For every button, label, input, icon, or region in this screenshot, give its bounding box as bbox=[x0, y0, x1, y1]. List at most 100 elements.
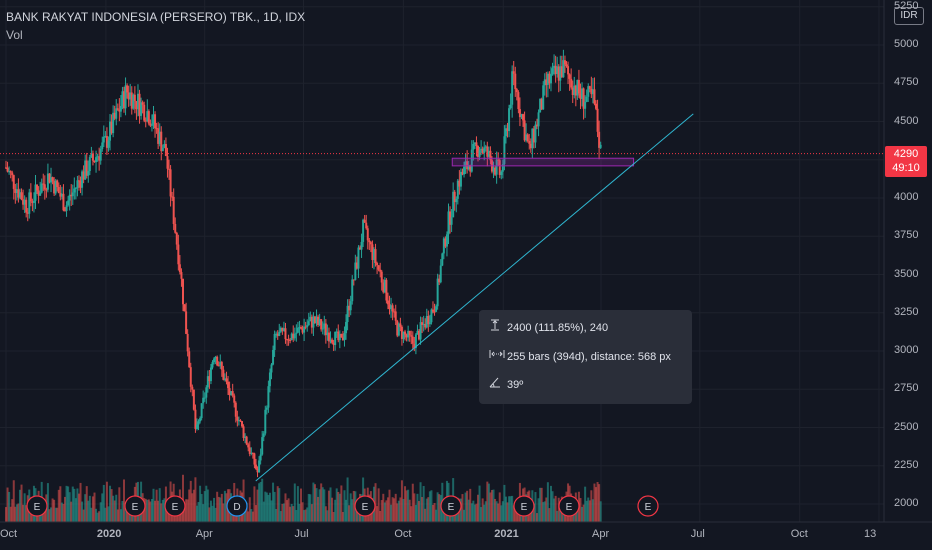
volume-bar bbox=[272, 482, 275, 522]
candle-body bbox=[456, 180, 459, 199]
candle-body bbox=[435, 306, 438, 312]
angle-text: 39º bbox=[507, 379, 524, 391]
event-marker[interactable]: E bbox=[26, 495, 48, 517]
event-marker[interactable]: E bbox=[124, 495, 146, 517]
candle-body bbox=[180, 272, 183, 279]
candle-body bbox=[444, 238, 447, 247]
volume-bar bbox=[206, 489, 209, 522]
candle-body bbox=[268, 372, 271, 387]
volume-bar bbox=[154, 500, 157, 522]
candle-body bbox=[205, 387, 208, 398]
candle-body bbox=[383, 279, 386, 293]
price-tick-label: 5250 bbox=[894, 0, 919, 12]
volume-bar bbox=[17, 503, 20, 522]
event-marker[interactable]: D bbox=[226, 495, 248, 517]
candle-body bbox=[119, 106, 122, 112]
volume-bar bbox=[323, 489, 326, 522]
event-marker[interactable]: E bbox=[164, 495, 186, 517]
volume-bar bbox=[292, 506, 295, 522]
candle-body bbox=[442, 238, 445, 254]
event-marker[interactable]: E bbox=[354, 495, 376, 517]
volume-bar bbox=[537, 498, 540, 522]
volume-bar bbox=[461, 494, 464, 522]
candle-body bbox=[22, 199, 25, 205]
candle-body bbox=[463, 166, 466, 175]
volume-bar bbox=[91, 496, 94, 522]
event-marker[interactable]: E bbox=[440, 495, 462, 517]
candle-body bbox=[68, 194, 71, 201]
candle-body bbox=[473, 142, 476, 144]
volume-bar bbox=[251, 511, 254, 522]
candle-body bbox=[377, 265, 380, 270]
candle-body bbox=[84, 160, 87, 180]
candle-body bbox=[194, 409, 197, 429]
volume-bar bbox=[433, 502, 436, 522]
candle-body bbox=[402, 331, 405, 339]
volume-bar bbox=[397, 500, 400, 522]
event-marker[interactable]: E bbox=[637, 495, 659, 517]
volume-bar bbox=[484, 501, 487, 522]
candle-body bbox=[309, 316, 312, 322]
volume-bar bbox=[79, 482, 82, 522]
volume-bar bbox=[265, 492, 268, 522]
candle-body bbox=[199, 418, 202, 422]
volume-bar bbox=[104, 507, 107, 522]
candle-body bbox=[208, 376, 211, 382]
volume-bar bbox=[87, 500, 90, 522]
candle-body bbox=[501, 164, 504, 172]
candle-body bbox=[467, 165, 470, 170]
candle-body bbox=[543, 79, 546, 86]
price-tick-label: 5000 bbox=[894, 38, 919, 50]
volume-bar bbox=[585, 500, 588, 522]
volume-bar bbox=[203, 491, 206, 522]
volume-bar bbox=[334, 499, 337, 522]
candle-body bbox=[298, 327, 301, 329]
candle-body bbox=[546, 73, 549, 85]
volume-bar bbox=[65, 485, 68, 522]
volume-indicator-label[interactable]: Vol bbox=[6, 28, 23, 42]
volume-bar bbox=[551, 491, 554, 522]
volume-bar bbox=[144, 498, 147, 522]
event-marker[interactable]: E bbox=[558, 495, 580, 517]
candle-body bbox=[32, 200, 35, 203]
volume-bar bbox=[546, 482, 549, 522]
candle-body bbox=[39, 192, 42, 196]
last-price-tag: 4290 49:10 bbox=[885, 146, 927, 177]
candle-body bbox=[411, 336, 414, 344]
candle-body bbox=[101, 142, 104, 150]
currency-badge[interactable]: IDR bbox=[894, 7, 924, 25]
candle-body bbox=[307, 321, 310, 326]
volume-bar bbox=[338, 493, 341, 522]
candle-body bbox=[248, 447, 251, 454]
volume-bar bbox=[411, 483, 414, 522]
candle-body bbox=[192, 389, 195, 410]
candle-body bbox=[399, 323, 402, 327]
time-tick-label: Apr bbox=[195, 528, 213, 540]
volume-bar bbox=[200, 494, 203, 522]
volume-bar bbox=[596, 482, 599, 522]
candle-body bbox=[81, 171, 84, 188]
volume-bar bbox=[107, 506, 110, 522]
volume-bar bbox=[77, 493, 80, 522]
candle-body bbox=[54, 180, 57, 194]
candle-body bbox=[107, 140, 110, 148]
volume-bar bbox=[254, 505, 257, 522]
candle-body bbox=[202, 397, 205, 404]
volume-bar bbox=[31, 509, 34, 522]
volume-bar bbox=[480, 507, 483, 522]
candle-body bbox=[157, 128, 160, 144]
candle-body bbox=[585, 96, 588, 102]
candle-body bbox=[152, 114, 155, 125]
candle-body bbox=[279, 327, 282, 332]
candle-body bbox=[289, 340, 292, 342]
candle-body bbox=[599, 144, 602, 148]
candle-body bbox=[262, 433, 265, 438]
volume-bar bbox=[296, 486, 299, 522]
candle-body bbox=[424, 323, 427, 328]
candle-body bbox=[494, 167, 497, 175]
candle-body bbox=[141, 102, 144, 105]
candle-body bbox=[393, 311, 396, 313]
volume-bar bbox=[486, 481, 489, 522]
event-marker[interactable]: E bbox=[513, 495, 535, 517]
